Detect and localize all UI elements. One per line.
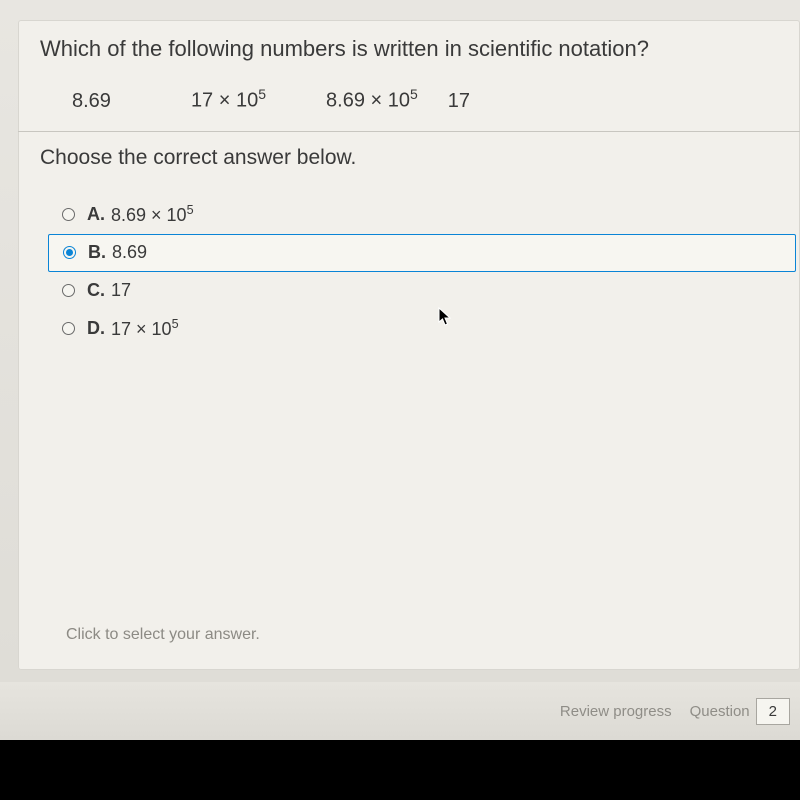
question-label-text: Question <box>690 703 750 720</box>
choice-c-text: 17 <box>111 280 131 301</box>
expr-3-base: 8.69 × 10 <box>326 90 410 112</box>
device-bezel <box>0 740 800 800</box>
expr-2: 17 × 105 <box>191 86 266 113</box>
choice-b[interactable]: B. 8.69 <box>48 234 796 272</box>
radio-a[interactable] <box>62 208 75 221</box>
choices-list: A. 8.69 × 105 B. 8.69 C. 17 D. 17 × 105 <box>18 188 800 348</box>
radio-d[interactable] <box>62 322 75 335</box>
review-progress-link[interactable]: Review progress <box>560 703 672 720</box>
choice-a-base: 8.69 × 10 <box>111 205 187 225</box>
choice-d-sup: 5 <box>172 317 179 331</box>
footer-bar: Review progress Question 2 <box>0 682 800 740</box>
expr-2-base: 17 × 10 <box>191 90 258 112</box>
choice-a-sup: 5 <box>187 203 194 217</box>
choice-a-letter: A. <box>87 204 105 225</box>
choice-a-text: 8.69 × 105 <box>111 203 194 226</box>
radio-c[interactable] <box>62 284 75 297</box>
choice-b-text: 8.69 <box>112 242 147 263</box>
choice-c[interactable]: C. 17 <box>48 272 800 310</box>
radio-b[interactable] <box>63 246 76 259</box>
choice-a[interactable]: A. 8.69 × 105 <box>48 196 800 234</box>
quiz-screen: Which of the following numbers is writte… <box>0 0 800 740</box>
expr-2-sup: 5 <box>258 86 266 102</box>
expr-3-sup: 5 <box>410 86 418 102</box>
choice-d[interactable]: D. 17 × 105 <box>48 310 800 348</box>
answer-prompt: Choose the correct answer below. <box>18 132 800 188</box>
choice-c-letter: C. <box>87 280 105 301</box>
select-hint: Click to select your answer. <box>66 626 260 644</box>
expression-row: 8.69 17 × 105 8.69 × 105 17 <box>18 76 800 132</box>
choice-d-base: 17 × 10 <box>111 319 172 339</box>
expr-3: 8.69 × 105 <box>326 86 418 113</box>
question-number-box[interactable]: 2 <box>756 698 790 725</box>
choice-b-letter: B. <box>88 242 106 263</box>
question-text: Which of the following numbers is writte… <box>18 20 800 76</box>
content-panel: Which of the following numbers is writte… <box>18 20 800 670</box>
expr-1: 8.69 <box>72 90 111 113</box>
expr-4: 17 <box>448 90 470 113</box>
choice-d-letter: D. <box>87 318 105 339</box>
question-indicator: Question 2 <box>690 698 790 725</box>
choice-d-text: 17 × 105 <box>111 317 179 340</box>
